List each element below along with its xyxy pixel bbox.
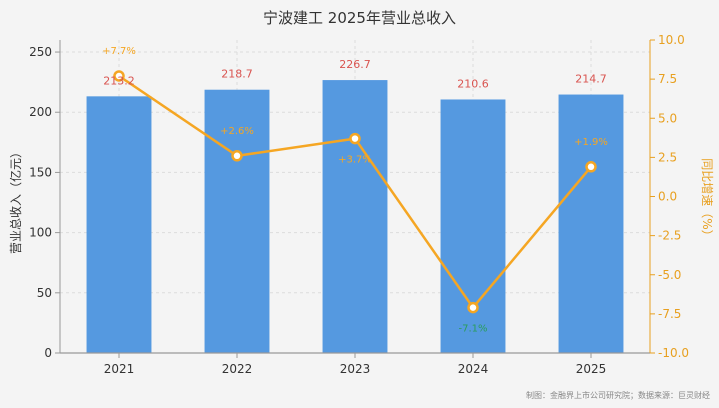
x-tick-label: 2023 [340,362,371,376]
bar [322,80,388,353]
y2-tick-label: 0.0 [658,190,677,204]
x-tick-label: 2025 [576,362,607,376]
growth-point [349,132,361,145]
y2-tick-label: -5.0 [658,268,681,282]
y2-tick-label: -2.5 [658,229,681,243]
y2-tick-label: 2.5 [658,150,677,164]
growth-label: -7.1% [458,324,487,335]
bar-value-label: 218.7 [221,68,253,81]
y-axis-left: 0 50 100 150 200 250 [29,40,61,360]
growth-point [231,150,243,162]
y-axis-left-title: 营业总收入（亿元） [8,146,23,254]
y2-tick-label: 5.0 [658,111,677,125]
growth-label: +3.7% [338,155,372,166]
y2-tick-label: 10.0 [658,33,685,47]
y-tick-label: 50 [37,286,52,300]
y-tick-label: 0 [44,346,52,360]
growth-point [585,161,597,173]
y-tick-label: 250 [29,45,52,59]
y2-tick-label: -7.5 [658,307,681,321]
growth-point [113,70,125,82]
footnote: 制图：金融界上市公司研究院；数据来源：巨灵财经 [526,390,710,400]
growth-label: +7.7% [102,46,136,57]
bar-value-label: 210.6 [457,77,489,90]
growth-label: +1.9% [574,137,608,148]
y-tick-label: 100 [29,226,52,240]
bar-value-label: 214.7 [575,73,607,86]
growth-label: +2.6% [220,126,254,137]
bars [86,80,624,354]
growth-point [467,301,479,314]
y2-tick-label: -10.0 [658,346,689,360]
bar-value-label: 226.7 [339,58,371,71]
chart-title: 宁波建工 2025年营业总收入 [263,9,456,27]
bar-value-label: 213.2 [103,74,135,87]
bar [440,99,506,353]
bar [86,96,152,353]
x-tick-label: 2021 [104,362,135,376]
growth-labels: +7.7% +2.6% +3.7% -7.1% +1.9% [102,46,608,335]
bar-value-labels: 213.2 218.7 226.7 210.6 214.7 [103,58,607,90]
y-axis-right: -10.0 -7.5 -5.0 -2.5 0.0 2.5 5.0 7.5 10.0 [649,33,689,360]
bar [204,89,270,354]
growth-line [113,70,597,314]
bar [558,94,624,353]
y2-tick-label: 7.5 [658,72,677,86]
x-tick-label: 2024 [458,362,489,376]
x-tick-label: 2022 [222,362,253,376]
x-axis: 2021 2022 2023 2024 2025 [60,352,650,376]
y-tick-label: 150 [29,165,52,179]
y-axis-right-title: 同比增速（%） [700,158,714,241]
y-tick-label: 200 [29,105,52,119]
